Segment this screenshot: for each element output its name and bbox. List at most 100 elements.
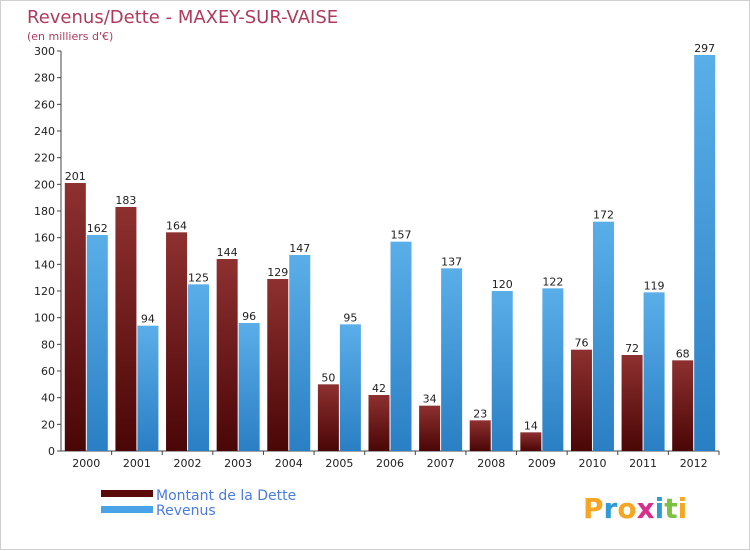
y-tick-label: 120 <box>34 285 55 298</box>
x-tick-label: 2009 <box>528 457 556 470</box>
y-tick-label: 260 <box>34 98 55 111</box>
axes: 0 20 40 60 80 100 120 140 160 180 200 220 240 260 280 3… <box>34 45 720 470</box>
bar-debt <box>469 420 491 451</box>
chart-subtitle: (en milliers d'€) <box>27 30 113 43</box>
logo-letter: i <box>678 492 688 525</box>
y-tick-label: 300 <box>34 45 55 58</box>
y-tick-label: 40 <box>41 392 55 405</box>
bar-debt <box>216 259 238 451</box>
bar-revenus <box>390 241 412 451</box>
x-tick-label: 2011 <box>629 457 657 470</box>
y-tick-label: 80 <box>41 338 55 351</box>
x-tick-label: 2002 <box>174 457 202 470</box>
chart-title: Revenus/Dette - MAXEY-SUR-VAISE <box>27 7 338 28</box>
y-tick-label: 60 <box>41 365 55 378</box>
bar-debt <box>115 207 137 451</box>
logo-letter: o <box>617 492 636 525</box>
bar-debt <box>166 232 188 451</box>
bar-revenus <box>592 221 614 451</box>
data-label-revenus: 137 <box>441 255 462 268</box>
y-tick-label: 0 <box>48 445 55 458</box>
data-label-debt: 50 <box>321 371 335 384</box>
data-label-revenus: 125 <box>188 271 209 284</box>
bar-revenus <box>542 288 564 451</box>
legend-label-revenus: Revenus <box>156 503 216 519</box>
data-label-revenus: 172 <box>593 209 614 222</box>
data-label-revenus: 120 <box>492 278 513 291</box>
logo-letter: i <box>655 492 665 525</box>
x-tick-label: 2006 <box>376 457 404 470</box>
data-label-revenus: 162 <box>87 222 108 235</box>
data-label-revenus: 147 <box>289 242 310 255</box>
bar-revenus <box>137 325 159 451</box>
x-tick-label: 2007 <box>427 457 455 470</box>
bar-debt <box>672 360 694 451</box>
data-label-revenus: 96 <box>242 310 256 323</box>
bar-revenus <box>339 324 361 451</box>
bar-revenus <box>289 255 311 451</box>
y-tick-label: 240 <box>34 125 55 138</box>
y-tick-label: 180 <box>34 205 55 218</box>
bar-revenus <box>491 291 513 451</box>
data-label-debt: 34 <box>423 393 437 406</box>
logo-letter: t <box>664 492 677 525</box>
legend-swatch-revenus <box>101 506 153 513</box>
data-label-revenus: 122 <box>542 275 563 288</box>
bar-debt <box>570 349 592 451</box>
x-tick-label: 2003 <box>224 457 252 470</box>
legend-swatch-debt <box>101 490 153 497</box>
y-tick-label: 20 <box>41 418 55 431</box>
bar-debt <box>419 405 441 451</box>
data-label-revenus: 297 <box>694 42 715 55</box>
data-label-revenus: 157 <box>391 229 412 242</box>
bar-revenus <box>694 55 716 451</box>
logo-letter: x <box>637 492 655 525</box>
bar-revenus <box>188 284 210 451</box>
data-label-revenus: 95 <box>343 311 357 324</box>
logo-letter: r <box>604 492 618 525</box>
proxiti-logo: Proxiti <box>583 492 687 525</box>
data-label-debt: 183 <box>115 194 136 207</box>
x-tick-label: 2004 <box>275 457 303 470</box>
legend: Montant de la Dette Revenus <box>101 488 296 519</box>
y-tick-label: 100 <box>34 312 55 325</box>
y-tick-label: 200 <box>34 178 55 191</box>
bar-debt <box>520 432 542 451</box>
bar-debt <box>317 384 339 451</box>
bar-debt <box>368 395 390 451</box>
bar-revenus <box>238 323 260 451</box>
bar-debt <box>621 355 643 451</box>
data-label-revenus: 94 <box>141 313 155 326</box>
bar-debt <box>267 279 289 451</box>
data-label-debt: 68 <box>676 347 690 360</box>
x-tick-label: 2005 <box>325 457 353 470</box>
y-tick-label: 220 <box>34 152 55 165</box>
legend-label-debt: Montant de la Dette <box>156 488 296 504</box>
data-label-debt: 201 <box>65 170 86 183</box>
data-label-debt: 164 <box>166 219 187 232</box>
x-tick-label: 2012 <box>680 457 708 470</box>
logo-letter: P <box>583 492 604 525</box>
bar-revenus <box>86 235 108 451</box>
y-tick-label: 160 <box>34 232 55 245</box>
data-label-debt: 76 <box>574 337 588 350</box>
bar-debt <box>64 183 86 451</box>
data-label-debt: 42 <box>372 382 386 395</box>
data-label-debt: 144 <box>217 246 238 259</box>
data-label-debt: 14 <box>524 419 538 432</box>
x-tick-label: 2010 <box>578 457 606 470</box>
x-tick-label: 2001 <box>123 457 151 470</box>
y-tick-label: 140 <box>34 258 55 271</box>
data-label-debt: 72 <box>625 342 639 355</box>
data-label-debt: 23 <box>473 407 487 420</box>
bar-revenus <box>441 268 463 451</box>
y-tick-label: 280 <box>34 72 55 85</box>
logo-text: Proxiti <box>583 492 687 525</box>
data-label-debt: 129 <box>267 266 288 279</box>
bar-revenus <box>643 292 665 451</box>
x-tick-label: 2000 <box>72 457 100 470</box>
x-tick-label: 2008 <box>477 457 505 470</box>
